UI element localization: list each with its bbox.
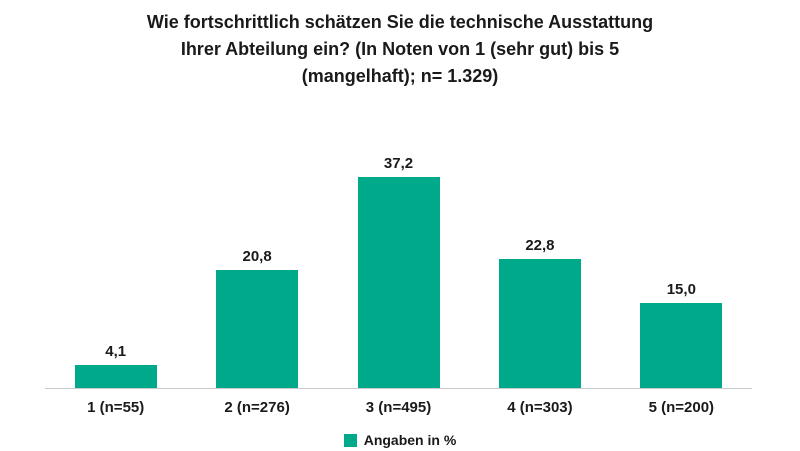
bar-value-label: 4,1: [105, 343, 127, 360]
category-label: 5 (n=200): [648, 399, 715, 416]
legend-label: Angaben in %: [363, 432, 457, 448]
bar-column: 15,0: [611, 152, 752, 388]
bar-value-label: 37,2: [383, 155, 414, 172]
bar-value-label: 15,0: [666, 281, 696, 298]
legend-swatch-icon: [343, 433, 357, 447]
chart-title-line-2: Ihrer Abteilung ein? (In Noten von 1 (se…: [180, 39, 620, 59]
bar-value-label: 22,8: [525, 237, 555, 254]
bar: [640, 303, 723, 388]
bar: [357, 177, 440, 388]
chart-title-line-3: (mangelhaft); n= 1.329): [301, 66, 499, 86]
chart-title: Wie fortschrittlich schätzen Sie die tec…: [0, 0, 800, 90]
bar-column: 37,2: [328, 152, 469, 388]
chart-title-line-1: Wie fortschrittlich schätzen Sie die tec…: [146, 12, 654, 32]
bar-column: 20,8: [186, 152, 327, 388]
plot-area: 4,1 20,8 37,2 22,8 15,0: [45, 152, 752, 389]
bar-column: 22,8: [469, 152, 610, 388]
category-label: 2 (n=276): [224, 399, 290, 416]
category-label: 1 (n=55): [87, 399, 145, 416]
legend: Angaben in %: [0, 432, 800, 448]
bar-value-label: 20,8: [242, 248, 272, 265]
bar: [216, 270, 299, 388]
category-label: 4 (n=303): [507, 399, 573, 416]
category-label: 3 (n=495): [365, 399, 432, 416]
bar: [74, 365, 157, 388]
bar-column: 4,1: [45, 152, 186, 388]
bar: [498, 259, 581, 388]
x-axis: 1 (n=55) 2 (n=276) 3 (n=495) 4 (n=303) 5 (n=…: [45, 399, 752, 416]
